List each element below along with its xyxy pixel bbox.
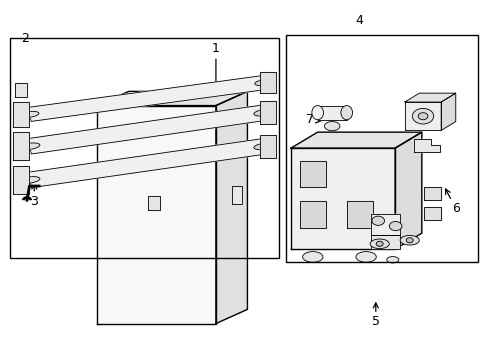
Text: 7: 7 [306,113,321,126]
Polygon shape [300,201,326,228]
Polygon shape [260,101,276,124]
Polygon shape [395,132,422,249]
Polygon shape [318,105,347,120]
Ellipse shape [303,252,323,262]
Text: 6: 6 [445,189,460,215]
Text: 5: 5 [372,303,380,328]
Polygon shape [13,132,29,160]
Polygon shape [441,93,456,130]
Polygon shape [13,166,29,194]
Polygon shape [371,214,400,235]
Ellipse shape [324,122,340,131]
Ellipse shape [341,105,352,120]
Ellipse shape [370,239,389,249]
Polygon shape [97,105,216,324]
Polygon shape [405,102,441,130]
Polygon shape [414,139,440,152]
Polygon shape [27,76,266,121]
Circle shape [390,221,402,231]
Ellipse shape [400,235,419,245]
Polygon shape [291,132,422,148]
Ellipse shape [19,177,40,183]
Ellipse shape [20,111,39,117]
Text: 2: 2 [21,32,28,45]
Text: 1: 1 [212,42,220,91]
Polygon shape [291,148,395,249]
Ellipse shape [19,143,40,150]
Polygon shape [15,82,27,97]
Polygon shape [27,105,267,154]
Ellipse shape [254,143,275,150]
Polygon shape [13,102,29,127]
Ellipse shape [356,252,376,262]
Polygon shape [347,201,373,228]
Circle shape [406,238,413,243]
Polygon shape [148,196,160,210]
Polygon shape [424,207,441,220]
Polygon shape [300,161,326,187]
Ellipse shape [255,80,274,86]
Circle shape [372,216,385,225]
Polygon shape [260,135,276,158]
Bar [286,35,478,261]
Polygon shape [260,72,276,93]
Text: 4: 4 [355,14,363,27]
Ellipse shape [312,105,323,120]
Polygon shape [424,187,441,200]
Text: 3: 3 [30,184,38,208]
Circle shape [413,108,434,124]
Polygon shape [405,93,456,102]
Polygon shape [232,186,243,204]
Polygon shape [97,91,247,105]
Polygon shape [216,91,247,324]
Ellipse shape [387,257,399,263]
Ellipse shape [254,109,275,116]
Polygon shape [27,139,267,188]
Bar [10,38,279,258]
Circle shape [376,241,383,246]
Polygon shape [371,235,400,249]
Circle shape [418,113,428,120]
